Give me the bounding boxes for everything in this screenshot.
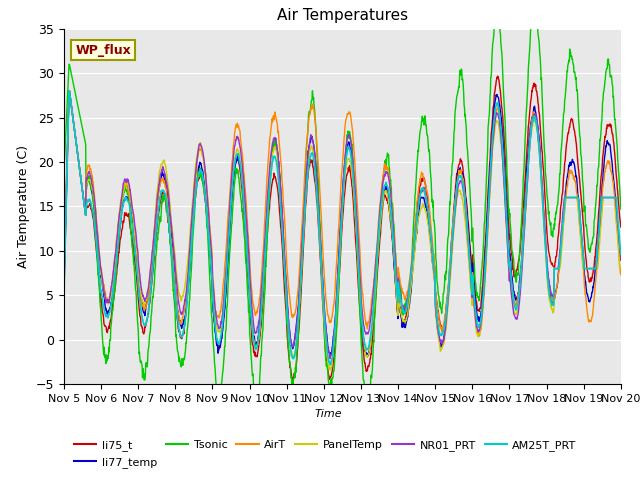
PanelTemp — [60, 264, 68, 270]
X-axis label: Time: Time — [315, 409, 342, 419]
Line: AirT: AirT — [64, 91, 621, 336]
NR01_PRT — [326, 356, 334, 361]
NR01_PRT — [246, 284, 254, 289]
Line: Tsonic: Tsonic — [64, 1, 621, 405]
Line: NR01_PRT: NR01_PRT — [64, 91, 621, 359]
Tsonic — [531, 0, 538, 4]
AM25T_PRT — [502, 209, 510, 215]
AirT — [429, 248, 437, 253]
Legend: li75_t, li77_temp, Tsonic, AirT, PanelTemp, NR01_PRT, AM25T_PRT: li75_t, li77_temp, Tsonic, AirT, PanelTe… — [70, 436, 581, 472]
li77_temp — [184, 281, 192, 287]
PanelTemp — [184, 254, 192, 260]
PanelTemp — [502, 222, 510, 228]
PanelTemp — [552, 266, 559, 272]
AirT — [617, 272, 625, 277]
AM25T_PRT — [429, 259, 437, 265]
li75_t — [246, 308, 254, 314]
li77_temp — [552, 290, 559, 296]
AM25T_PRT — [171, 285, 179, 290]
NR01_PRT — [617, 257, 625, 263]
li75_t — [184, 288, 191, 293]
AirT — [552, 290, 559, 296]
Tsonic — [246, 336, 254, 342]
NR01_PRT — [184, 269, 192, 275]
AM25T_PRT — [617, 251, 625, 257]
li75_t — [289, 378, 296, 384]
Y-axis label: Air Temperature (C): Air Temperature (C) — [17, 145, 30, 268]
li77_temp — [65, 88, 73, 94]
AirT — [246, 273, 254, 278]
Tsonic — [617, 206, 625, 212]
PanelTemp — [326, 367, 333, 373]
Tsonic — [429, 198, 437, 204]
Tsonic — [170, 298, 178, 303]
li77_temp — [502, 196, 510, 202]
NR01_PRT — [65, 88, 73, 94]
li77_temp — [364, 353, 372, 359]
AM25T_PRT — [552, 266, 559, 272]
li75_t — [429, 251, 437, 257]
NR01_PRT — [429, 263, 437, 269]
Tsonic — [60, 168, 68, 174]
Tsonic — [552, 216, 559, 222]
AirT — [60, 262, 68, 268]
Line: li75_t: li75_t — [64, 76, 621, 381]
AM25T_PRT — [246, 306, 254, 312]
Line: AM25T_PRT: AM25T_PRT — [64, 91, 621, 365]
li75_t — [617, 224, 625, 230]
li75_t — [552, 259, 559, 264]
Tsonic — [184, 322, 191, 328]
PanelTemp — [171, 250, 179, 255]
li75_t — [60, 288, 68, 294]
Tsonic — [502, 141, 509, 147]
Line: PanelTemp: PanelTemp — [64, 91, 621, 370]
li77_temp — [171, 270, 179, 276]
PanelTemp — [429, 271, 437, 277]
li77_temp — [429, 265, 437, 271]
NR01_PRT — [171, 258, 179, 264]
li77_temp — [60, 280, 68, 286]
AirT — [476, 333, 483, 339]
li77_temp — [617, 257, 625, 263]
PanelTemp — [617, 266, 625, 272]
AM25T_PRT — [184, 286, 192, 291]
PanelTemp — [65, 88, 73, 94]
Line: li77_temp: li77_temp — [64, 91, 621, 356]
AirT — [502, 214, 510, 219]
AM25T_PRT — [60, 290, 68, 296]
Tsonic — [252, 402, 259, 408]
AirT — [171, 274, 179, 280]
li75_t — [170, 281, 178, 287]
AM25T_PRT — [65, 88, 73, 94]
li75_t — [502, 173, 510, 179]
AirT — [184, 272, 192, 277]
AM25T_PRT — [326, 362, 334, 368]
li77_temp — [246, 301, 254, 307]
NR01_PRT — [60, 265, 68, 271]
Text: WP_flux: WP_flux — [75, 44, 131, 57]
NR01_PRT — [552, 266, 559, 272]
AirT — [65, 88, 73, 94]
NR01_PRT — [502, 221, 510, 227]
PanelTemp — [246, 303, 254, 309]
Title: Air Temperatures: Air Temperatures — [277, 9, 408, 24]
li75_t — [494, 73, 502, 79]
